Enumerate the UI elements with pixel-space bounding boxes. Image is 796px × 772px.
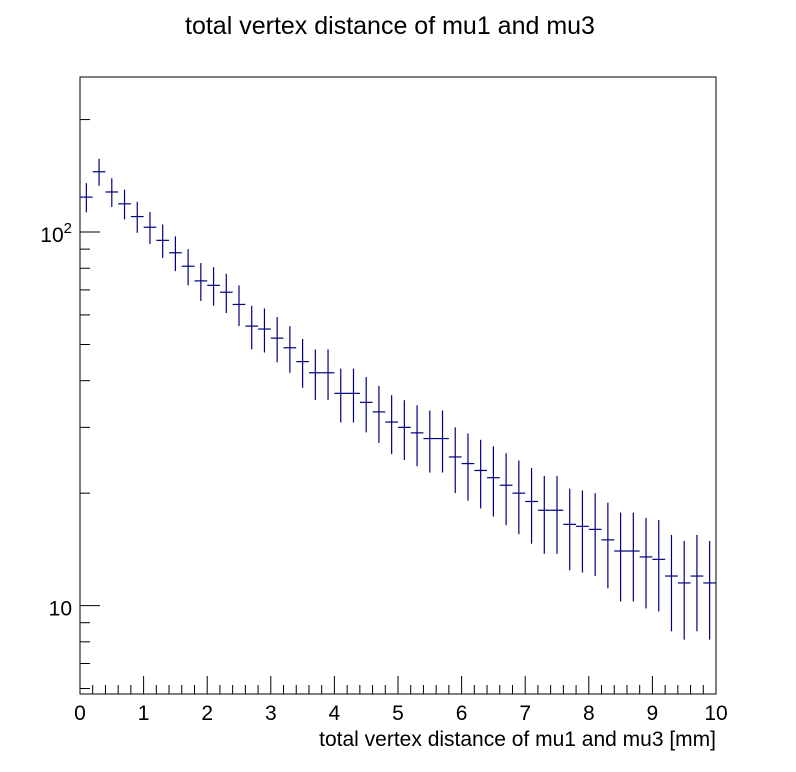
data-point xyxy=(537,475,551,554)
data-point xyxy=(334,368,348,423)
x-tick-label: 4 xyxy=(329,702,341,725)
data-point xyxy=(703,541,716,640)
data-point xyxy=(143,211,157,245)
x-tick-label: 7 xyxy=(519,702,531,725)
y-axis: 10 102 xyxy=(40,119,100,689)
data-point xyxy=(614,512,627,602)
x-axis: 0 1 2 3 4 5 6 7 8 9 10 xyxy=(74,676,728,725)
data-point xyxy=(80,183,93,213)
data-point xyxy=(296,339,309,388)
chart-title: total vertex distance of mu1 and mu3 xyxy=(185,12,595,40)
data-point xyxy=(181,249,195,286)
data-point xyxy=(194,263,208,301)
data-point xyxy=(385,395,398,455)
data-point xyxy=(677,541,691,640)
data-point xyxy=(308,349,322,400)
data-point xyxy=(130,201,144,233)
data-point xyxy=(474,439,488,509)
data-point xyxy=(207,267,220,306)
data-point xyxy=(690,534,704,632)
data-point xyxy=(232,285,246,327)
data-point xyxy=(665,534,678,632)
data-point xyxy=(359,377,373,433)
data-point xyxy=(92,158,106,186)
x-axis-title: total vertex distance of mu1 and mu3 [mm… xyxy=(319,728,716,751)
data-point xyxy=(588,493,602,577)
data-point xyxy=(525,467,538,544)
data-point xyxy=(512,460,526,535)
data-point xyxy=(347,368,360,423)
data-point xyxy=(639,517,653,609)
data-point xyxy=(169,236,182,272)
data-point xyxy=(563,488,577,571)
data-point xyxy=(245,305,259,350)
data-point xyxy=(283,326,297,373)
x-tick-label: 10 xyxy=(704,702,727,725)
data-point xyxy=(499,453,513,526)
data-point xyxy=(258,308,271,353)
data-point xyxy=(372,385,386,443)
x-tick-label: 1 xyxy=(138,702,150,725)
data-point xyxy=(118,189,131,220)
data-point xyxy=(423,410,437,473)
data-point xyxy=(626,512,640,602)
data-point xyxy=(436,410,449,473)
data-point xyxy=(321,349,335,400)
data-point xyxy=(550,475,564,554)
x-tick-label: 2 xyxy=(201,702,213,725)
data-point xyxy=(398,400,411,461)
data-markers xyxy=(80,158,716,640)
x-tick-label: 0 xyxy=(74,702,86,725)
data-point xyxy=(601,502,615,589)
x-tick-label: 9 xyxy=(647,702,659,725)
y-tick-label: 10 xyxy=(49,598,72,621)
data-point xyxy=(487,446,500,517)
x-tick-label: 8 xyxy=(583,702,595,725)
x-tick-label: 5 xyxy=(392,702,404,725)
y-tick-label: 102 xyxy=(40,220,72,247)
data-point xyxy=(652,520,666,612)
x-tick-label: 6 xyxy=(456,702,468,725)
data-point xyxy=(105,178,119,207)
data-point xyxy=(461,433,475,501)
data-point xyxy=(270,317,284,363)
data-point xyxy=(576,490,589,573)
data-point xyxy=(410,405,424,467)
x-tick-label: 3 xyxy=(265,702,277,725)
data-point xyxy=(156,224,170,258)
data-point xyxy=(448,427,462,494)
data-point xyxy=(219,273,233,314)
